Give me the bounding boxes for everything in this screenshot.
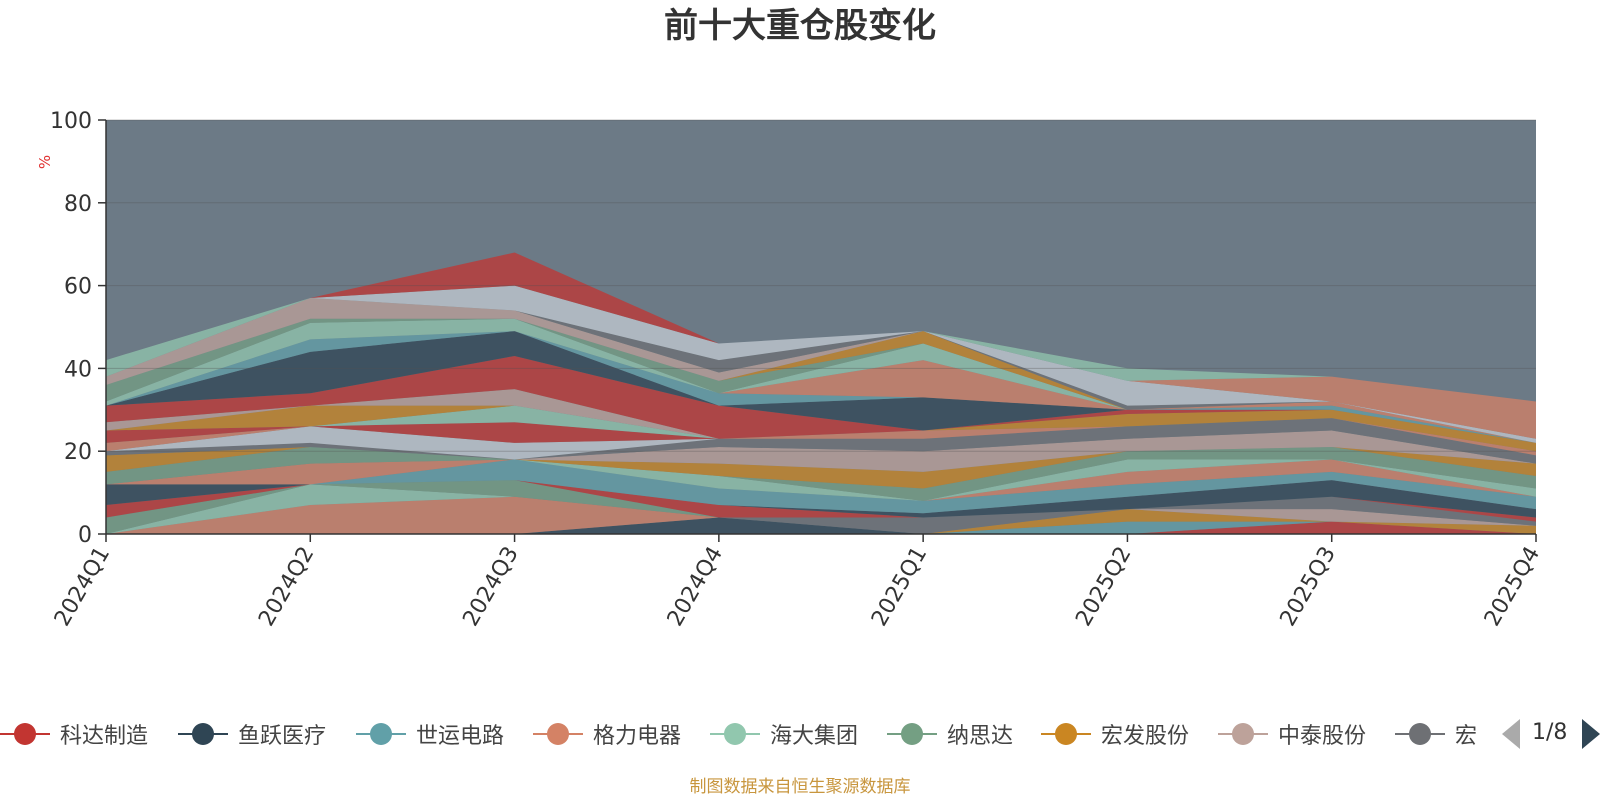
area-series-0 <box>106 521 1536 534</box>
x-tick-label: 2024Q3 <box>458 543 523 631</box>
area-series-3 <box>106 496 1536 534</box>
x-tick-label: 2024Q1 <box>50 543 115 631</box>
area-series-27 <box>106 331 1536 443</box>
legend-marker-icon <box>533 712 583 756</box>
area-series-25 <box>106 331 1536 443</box>
y-tick-label: 40 <box>64 357 92 382</box>
x-tick-label: 2025Q1 <box>867 543 932 631</box>
area-series-20 <box>106 418 1536 452</box>
legend-item[interactable]: 宏发股份 <box>1041 712 1189 756</box>
area-series-13 <box>106 459 1536 501</box>
legend-label: 宏 <box>1455 724 1478 749</box>
legend-item[interactable]: 世运电路 <box>356 712 504 756</box>
legend-item[interactable]: 鱼跃医疗 <box>178 712 326 756</box>
area-series-19 <box>106 418 1536 456</box>
x-tick-label: 2024Q2 <box>254 543 319 631</box>
area-series-17 <box>106 418 1536 464</box>
legend-label: 海大集团 <box>770 724 859 749</box>
chart-area: 0 20 40 60 80 100 2024Q1 2024Q2 2024Q3 2024Q4 2025… <box>36 109 1545 631</box>
y-tick-label: 60 <box>64 275 92 300</box>
legend-label: 鱼跃医疗 <box>238 724 327 749</box>
y-tick-label: 80 <box>64 192 92 217</box>
legend-item[interactable]: 宏 <box>1395 712 1477 756</box>
legend: 科达制造 鱼跃医疗 世运电路 格力电器 海大集团 纳思达 宏发股份 中泰股份 宏 1/8 <box>0 712 1600 756</box>
legend-marker-icon <box>1041 712 1091 756</box>
legend-marker-icon <box>1218 712 1268 756</box>
area-series-15 <box>106 447 1536 489</box>
x-tick-label: 2025Q4 <box>1480 543 1545 631</box>
legend-label: 科达制造 <box>60 724 149 749</box>
area-series-8 <box>106 480 1536 534</box>
area-series-16 <box>106 430 1536 472</box>
x-tick-label: 2025Q2 <box>1071 543 1136 631</box>
legend-marker-icon <box>356 712 406 756</box>
area-series-21 <box>106 405 1536 452</box>
legend-prev-icon[interactable] <box>1502 719 1520 749</box>
legend-pager: 1/8 <box>1498 712 1600 756</box>
area-series-23 <box>106 389 1536 443</box>
legend-marker-icon <box>1395 712 1445 756</box>
legend-item[interactable]: 格力电器 <box>533 712 681 756</box>
x-tick-label: 2025Q3 <box>1276 543 1341 631</box>
area-series-1 <box>106 517 1536 534</box>
x-tick-label: 2024Q4 <box>663 543 728 631</box>
area-series-33 <box>106 285 1536 443</box>
legend-item[interactable]: 纳思达 <box>887 712 1013 756</box>
legend-marker-icon <box>178 712 228 756</box>
legend-marker-icon <box>0 712 50 756</box>
y-tick-label: 0 <box>78 523 92 548</box>
legend-label: 中泰股份 <box>1278 724 1367 749</box>
y-tick-label: 20 <box>64 440 92 465</box>
y-tick-label: 100 <box>50 109 92 134</box>
legend-label: 宏发股份 <box>1101 724 1190 749</box>
legend-next-icon[interactable] <box>1582 719 1600 749</box>
legend-item[interactable]: 科达制造 <box>0 712 148 756</box>
area-series-11 <box>106 459 1536 514</box>
area-series-32 <box>106 298 1536 443</box>
area-series-24 <box>106 355 1536 443</box>
chart-title: 前十大重仓股变化 <box>664 6 936 46</box>
area-series-9 <box>106 480 1536 522</box>
legend-label: 世运电路 <box>416 724 505 749</box>
legend-label: 纳思达 <box>947 724 1014 749</box>
legend-marker-icon <box>710 712 760 756</box>
y-axis-unit-label: % <box>36 155 54 169</box>
area-series-22 <box>106 405 1536 452</box>
area-series-6 <box>106 480 1536 534</box>
legend-item[interactable]: 海大集团 <box>710 712 858 756</box>
legend-label: 格力电器 <box>593 724 682 749</box>
legend-page-indicator: 1/8 <box>1532 720 1568 745</box>
source-note: 制图数据来自恒生聚源数据库 <box>689 777 911 797</box>
legend-item[interactable]: 中泰股份 <box>1218 712 1366 756</box>
area-series-10 <box>106 480 1536 518</box>
area-series-18 <box>106 418 1536 460</box>
legend-marker-icon <box>887 712 937 756</box>
area-series-4 <box>106 484 1536 534</box>
area-series-12 <box>106 459 1536 501</box>
